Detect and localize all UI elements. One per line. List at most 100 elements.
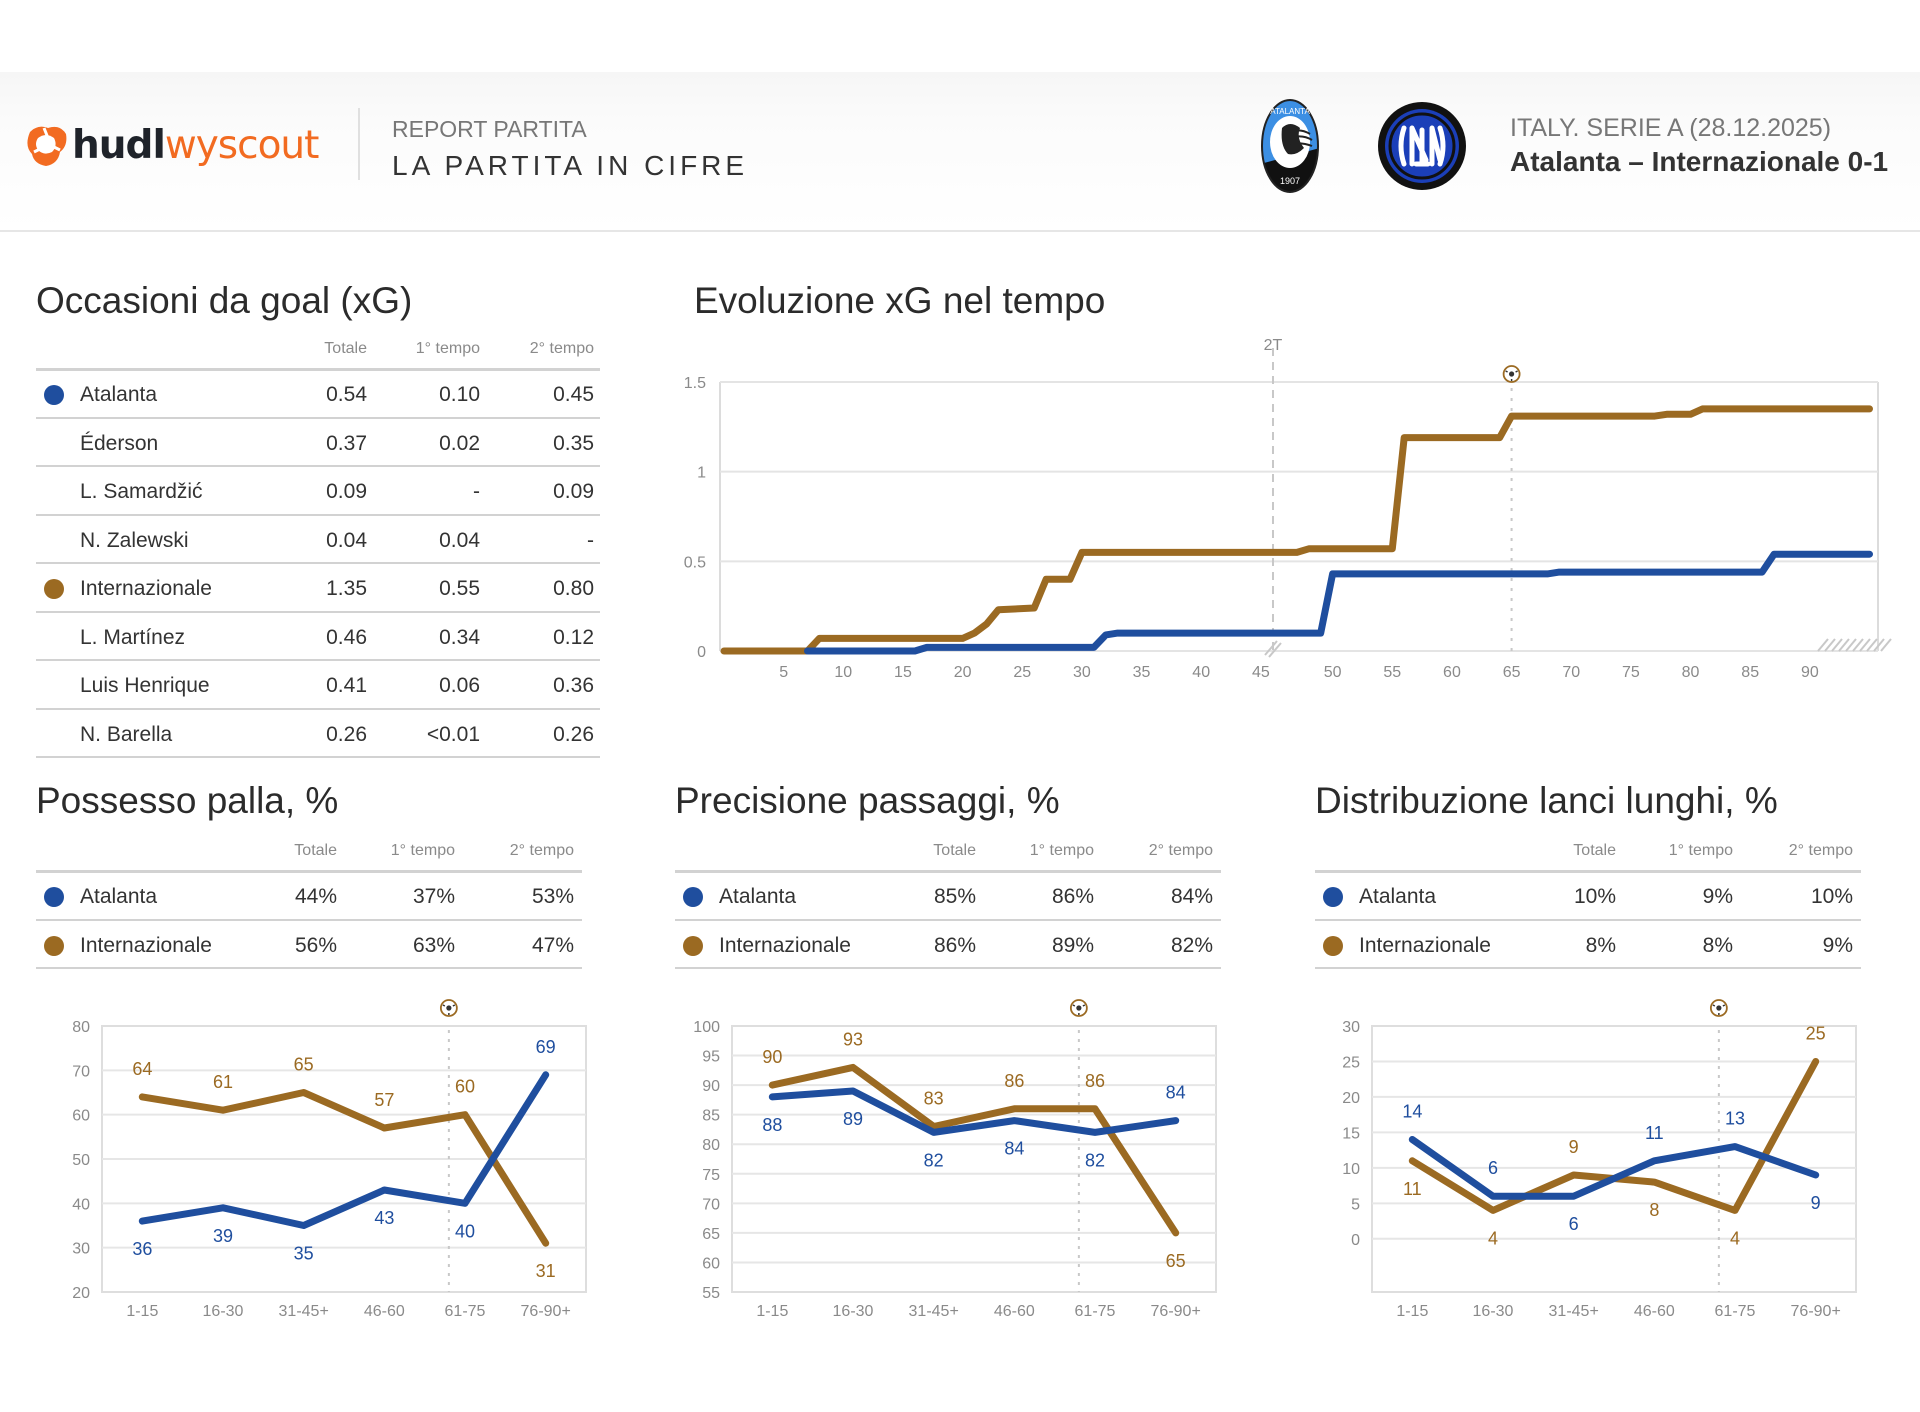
x-tick-label: 55 bbox=[1383, 664, 1401, 681]
data-label-inter: 9 bbox=[1569, 1137, 1579, 1157]
player-name: N. Zalewski bbox=[80, 528, 189, 552]
stat-value: 0.36 bbox=[553, 674, 594, 698]
crest-year: 1907 bbox=[1280, 176, 1300, 186]
stat-value: - bbox=[587, 528, 594, 552]
row-divider bbox=[36, 967, 582, 969]
data-label-inter: 61 bbox=[213, 1072, 233, 1092]
data-label-atalanta: 6 bbox=[1569, 1214, 1579, 1234]
y-tick-label: 60 bbox=[702, 1255, 720, 1272]
y-tick-label: 75 bbox=[702, 1167, 720, 1184]
x-tick-label: 31-45+ bbox=[909, 1303, 959, 1320]
series-line-atalanta bbox=[138, 1071, 550, 1229]
stat-value: 1.35 bbox=[326, 577, 367, 601]
stat-value: 84% bbox=[1170, 885, 1213, 909]
stat-value: <0.01 bbox=[426, 722, 480, 746]
x-tick-label: 45 bbox=[1252, 664, 1270, 681]
y-tick-label: 25 bbox=[1342, 1054, 1360, 1071]
soccer-ball-icon bbox=[1502, 365, 1521, 383]
y-tick-label: 30 bbox=[72, 1241, 90, 1258]
data-label-atalanta: 14 bbox=[1402, 1101, 1422, 1121]
data-label-atalanta: 84 bbox=[1166, 1083, 1186, 1103]
data-label-inter: 25 bbox=[1806, 1023, 1826, 1043]
x-tick-label: 46-60 bbox=[994, 1303, 1035, 1320]
possession-chart: 20 30 40 50 60 70 80 1-15 16-30 31-45+ 46-60 61-75 7… bbox=[72, 999, 587, 1320]
team-row-inter: Internazionale 56% 63% 47% bbox=[0, 922, 1920, 971]
longballs-chart: 0 5 10 15 20 25 30 1-15 16-30 31-45+ 46-60 61-75 76-… bbox=[1342, 999, 1857, 1320]
column-header: 2° tempo bbox=[1148, 842, 1213, 859]
data-label-atalanta: 84 bbox=[1004, 1139, 1024, 1159]
x-tick-label: 5 bbox=[779, 664, 788, 681]
stat-value: 10% bbox=[1810, 885, 1853, 909]
y-tick-label: 30 bbox=[1342, 1019, 1360, 1036]
table-divider bbox=[675, 870, 1221, 873]
possession-title: Possesso palla, % bbox=[36, 780, 339, 821]
stat-value: 56% bbox=[294, 933, 337, 957]
data-label-inter: 86 bbox=[1085, 1071, 1105, 1091]
team-name: Atalanta bbox=[80, 885, 158, 909]
stat-value: 89% bbox=[1051, 933, 1094, 957]
team-color-dot bbox=[44, 887, 64, 908]
stat-value: 0.45 bbox=[553, 383, 594, 407]
stat-value: 63% bbox=[412, 933, 455, 957]
y-tick-label: 20 bbox=[1342, 1090, 1360, 1107]
half-time-label: 2T bbox=[1264, 337, 1283, 354]
row-divider bbox=[36, 756, 600, 758]
column-header: Totale bbox=[1573, 842, 1616, 859]
match-title: Atalanta – Internazionale 0-1 bbox=[1510, 146, 1889, 177]
y-tick-label: 85 bbox=[702, 1108, 720, 1125]
player-row: N. Barella 0.26 <0.01 0.26 bbox=[0, 711, 1920, 760]
team-row-inter: Internazionale 8% 8% 9% bbox=[0, 922, 1920, 971]
xg-series-line-atalanta bbox=[804, 550, 1873, 655]
team-row-inter: Internazionale 86% 89% 82% bbox=[0, 922, 1920, 971]
data-label-atalanta: 82 bbox=[924, 1150, 944, 1170]
stat-value: 0.09 bbox=[553, 480, 594, 504]
row-divider bbox=[1315, 967, 1861, 969]
stat-value: 0.54 bbox=[326, 383, 367, 407]
brand-wyscout: wyscout bbox=[164, 122, 320, 168]
data-label-inter: 4 bbox=[1488, 1228, 1498, 1248]
x-tick-label: 25 bbox=[1013, 664, 1031, 681]
data-label-inter: 4 bbox=[1730, 1228, 1740, 1248]
stat-value: 0.12 bbox=[553, 625, 594, 649]
y-tick-label: 70 bbox=[72, 1063, 90, 1080]
player-name: Éderson bbox=[80, 431, 159, 455]
hudl-wyscout-logo: hudl wyscout bbox=[24, 120, 320, 170]
data-label-inter: 8 bbox=[1649, 1200, 1659, 1220]
y-tick-label: 60 bbox=[72, 1108, 90, 1125]
data-label-inter: 64 bbox=[132, 1059, 152, 1079]
team-name: Atalanta bbox=[1359, 885, 1437, 909]
stat-value: 85% bbox=[933, 885, 976, 909]
y-tick-label: 50 bbox=[72, 1152, 90, 1169]
player-row: N. Zalewski 0.04 0.04 - bbox=[0, 517, 1920, 566]
x-tick-label: 16-30 bbox=[833, 1303, 874, 1320]
soccer-ball-icon bbox=[1069, 999, 1088, 1017]
stat-value: 0.06 bbox=[439, 674, 480, 698]
x-tick-label: 75 bbox=[1622, 664, 1640, 681]
xg-series-line-inter bbox=[720, 405, 1873, 655]
x-tick-label: 70 bbox=[1562, 664, 1580, 681]
x-tick-label: 61-75 bbox=[1715, 1303, 1756, 1320]
team-row-atalanta: Atalanta 10% 9% 10% bbox=[0, 873, 1920, 922]
data-label-inter: 93 bbox=[843, 1029, 863, 1049]
series-line-atalanta bbox=[768, 1087, 1180, 1136]
crest-text: ATALANTA bbox=[1270, 107, 1310, 116]
column-header: 1° tempo bbox=[415, 340, 480, 357]
data-label-inter: 60 bbox=[455, 1077, 475, 1097]
y-tick-label: 40 bbox=[72, 1196, 90, 1213]
team-color-dot bbox=[44, 935, 64, 956]
stat-value: 0.04 bbox=[439, 528, 480, 552]
y-tick-label: 80 bbox=[702, 1137, 720, 1154]
team-color-dot bbox=[44, 385, 64, 406]
x-tick-label: 61-75 bbox=[445, 1303, 486, 1320]
player-row: Éderson 0.37 0.02 0.35 bbox=[0, 420, 1920, 469]
stat-value: 0.37 bbox=[326, 431, 367, 455]
player-row: Luis Henrique 0.41 0.06 0.36 bbox=[0, 662, 1920, 711]
stat-value: 8% bbox=[1702, 933, 1733, 957]
y-tick-label: 1.5 bbox=[684, 375, 706, 392]
data-label-atalanta: 9 bbox=[1811, 1193, 1821, 1213]
player-name: L. Samardžić bbox=[80, 480, 203, 504]
data-label-atalanta: 88 bbox=[762, 1115, 782, 1135]
data-label-atalanta: 6 bbox=[1488, 1158, 1498, 1178]
column-header: 2° tempo bbox=[529, 340, 594, 357]
data-label-inter: 57 bbox=[374, 1090, 394, 1110]
